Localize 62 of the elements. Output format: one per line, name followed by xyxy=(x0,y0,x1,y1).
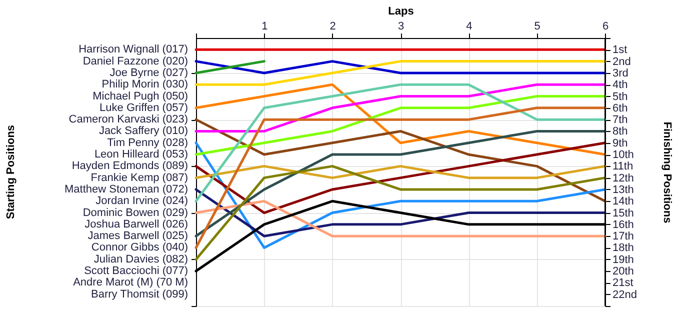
line-series xyxy=(194,164,606,261)
y2-tick-label: 14th xyxy=(612,196,634,208)
text: Tim Penny (028) xyxy=(107,136,188,149)
text: Philip Morin (030) xyxy=(102,78,188,91)
text: Jack Saffery (010) xyxy=(98,125,188,138)
text: Dominic Bowen (029) xyxy=(82,206,188,219)
text: Scott Bacciochi (077) xyxy=(84,265,188,278)
x-tick-label: 1 xyxy=(262,20,268,32)
text: Andre Marot (M) (70 M) xyxy=(73,276,188,289)
line-series xyxy=(194,130,606,238)
text: Joe Byrne (027) xyxy=(110,66,188,79)
y2-tick-label: 11th xyxy=(612,160,634,173)
y2-tick-label: 22nd xyxy=(612,288,637,301)
text: Hayden Edmonds (089) xyxy=(72,160,188,172)
x-tick-label: 5 xyxy=(534,20,540,32)
x-tick-label: 2 xyxy=(330,20,336,32)
y2-tick-label: 2nd xyxy=(612,56,631,68)
text: Matthew Stoneman (072) xyxy=(64,183,188,196)
y2-tick-label: 18th xyxy=(612,242,634,254)
text: Julian Davies (082) xyxy=(94,253,188,266)
line-series xyxy=(194,142,606,214)
line-series xyxy=(194,83,606,202)
text: Barry Thomsit (099) xyxy=(91,288,188,300)
text: Michael Pugh (050) xyxy=(92,90,188,102)
y2-tick-label: 5th xyxy=(612,90,628,103)
y2-tick-label: 4th xyxy=(612,79,628,92)
y2-tick-label: 12th xyxy=(612,172,634,184)
y2-tick-label: 20th xyxy=(612,266,634,278)
y2-tick-label: 17th xyxy=(612,230,634,243)
x-tick-label: 6 xyxy=(602,20,609,32)
y2-tick-label: 9th xyxy=(612,137,628,150)
line-series xyxy=(194,83,606,132)
y2-tick-label: 19th xyxy=(612,254,634,266)
line-series xyxy=(194,95,606,156)
text: Jordan Irvine (024) xyxy=(96,195,188,208)
y2-tick-label: 16th xyxy=(612,218,634,231)
y2-tick-label: 1st xyxy=(612,44,628,56)
line-series xyxy=(194,83,606,156)
line-series xyxy=(194,188,606,238)
text: Daniel Fazzone (020) xyxy=(82,55,188,68)
x-axis-title: Laps xyxy=(388,6,414,18)
y2-axis-title: Finishing Positions xyxy=(660,122,673,224)
y2-tick-label: 8th xyxy=(612,126,628,138)
text: Joshua Barwell (026) xyxy=(84,218,188,230)
y2-tick-label: 15th xyxy=(612,207,634,220)
text: Harrison Wignall (017) xyxy=(78,44,188,56)
y2-tick-label: 3rd xyxy=(612,67,628,80)
text: Frankie Kemp (087) xyxy=(90,172,188,184)
text: Starting Positions xyxy=(5,124,17,220)
y2-tick-label: 7th xyxy=(612,114,628,126)
y2-tick-label: 13th xyxy=(612,184,634,196)
x-tick-label: 4 xyxy=(466,20,472,32)
text: James Barwell (025) xyxy=(88,230,188,242)
text: Leon Hilleard (053) xyxy=(94,148,188,161)
x-tick-label: 3 xyxy=(398,20,404,32)
line-series xyxy=(194,118,606,202)
y2-tick-label: 21st xyxy=(612,277,634,290)
text: Connor Gibbs (040) xyxy=(91,242,188,254)
y2-tick-label: 10th xyxy=(612,149,634,162)
text: Luke Griffen (057) xyxy=(100,102,188,114)
text: Cameron Karvaski (023) xyxy=(68,114,188,126)
y2-tick-label: 6th xyxy=(612,102,628,114)
